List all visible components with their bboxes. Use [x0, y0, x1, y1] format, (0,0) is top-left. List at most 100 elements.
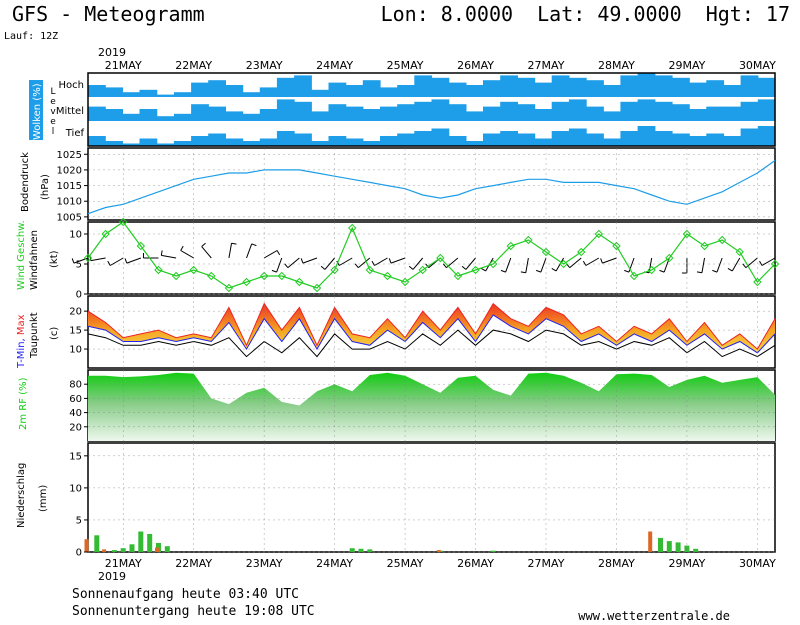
cloud-cell — [534, 109, 553, 121]
wind-barb — [324, 257, 335, 270]
cloud-cell — [534, 138, 553, 146]
cloud-cell — [620, 131, 639, 146]
cloud-cell — [173, 141, 192, 146]
cloud-level-hoch: Hoch — [59, 80, 84, 91]
cloud-cell — [397, 85, 415, 97]
cloud-level-letter: l — [52, 127, 55, 137]
cloud-cell — [122, 143, 141, 146]
temperature-panel: 10 15 20 T-Min, Max Taupunkt (c) — [16, 295, 776, 369]
wind-point — [436, 253, 445, 263]
cloud-cell — [740, 75, 759, 97]
cloud-cell — [448, 136, 467, 146]
pressure-tick-label: 1025 — [57, 150, 82, 161]
wind-barb-flag — [354, 263, 359, 268]
wind-barb — [716, 257, 723, 273]
cloud-cell — [740, 101, 759, 121]
cloud-cell — [414, 75, 433, 97]
wind-barb-flag — [500, 269, 506, 273]
cloud-cell — [637, 126, 656, 146]
cloud-cell — [397, 104, 415, 121]
wind-point — [348, 223, 357, 233]
wind-speed-line — [87, 221, 776, 289]
precip-bar-rain — [675, 542, 681, 552]
cloud-cell — [689, 136, 707, 146]
wind-point — [700, 241, 709, 251]
cloud-cell — [208, 106, 226, 121]
cloud-cell — [723, 136, 742, 146]
cloud-cell — [139, 109, 158, 121]
wind-barb — [287, 257, 300, 269]
temperature-band — [88, 303, 775, 353]
wind-ylabel-unit: (kt) — [49, 250, 60, 268]
cloud-cell — [156, 116, 175, 121]
cloud-cell — [276, 131, 295, 146]
day-label-bottom: 21MAY — [105, 557, 142, 570]
wind-barb-flag — [520, 271, 526, 274]
wind-barb-flag — [600, 258, 603, 264]
cloud-level-names: Hoch Mittel Tief — [56, 80, 85, 139]
precipitation-panel-frame — [87, 442, 776, 553]
day-label-top: 27MAY — [528, 59, 565, 72]
day-label-top: 21MAY — [105, 59, 142, 72]
wind-point — [224, 283, 234, 293]
day-label-top: 29MAY — [668, 59, 705, 72]
wind-barb-flag — [712, 269, 718, 273]
wind-barb-flag — [320, 265, 326, 270]
day-label-bottom: 26MAY — [457, 557, 494, 570]
cloud-level-letter: v — [50, 107, 56, 117]
pressure-tick-label: 1005 — [57, 212, 82, 223]
cloud-cell — [740, 128, 759, 146]
precipitation-tick-label: 5 — [76, 515, 82, 526]
cloud-cell — [242, 92, 261, 97]
cloud-cell — [603, 138, 622, 146]
day-label-top: 26MAY — [457, 59, 494, 72]
cloud-cell — [139, 89, 158, 97]
wind-barb-flag — [727, 268, 733, 272]
cloud-cell — [586, 80, 604, 97]
cloud-cell — [654, 131, 673, 146]
wind-ticks: 0 5 10 — [69, 230, 88, 301]
wind-barb-flag — [425, 263, 430, 268]
precip-bar-convective — [436, 550, 441, 552]
wind-point — [488, 259, 498, 269]
wind-barb-flag — [759, 260, 763, 266]
cloud-cell — [328, 82, 347, 97]
wind-barb — [465, 257, 476, 270]
wind-point — [295, 277, 304, 287]
day-label-top: 23MAY — [246, 59, 283, 72]
cloud-cell — [465, 85, 484, 97]
day-label-top: 25MAY — [387, 59, 424, 72]
wind-ylabel-2: Windfahnen — [29, 230, 40, 290]
cloud-cell — [620, 101, 639, 121]
wind-point — [770, 259, 780, 269]
wind-barb — [358, 257, 371, 269]
day-label-top: 22MAY — [175, 59, 212, 72]
precipitation-ylabel: Niederschlag — [16, 463, 27, 528]
wind-barb — [161, 254, 177, 259]
site-credit: www.wetterzentrale.de — [578, 609, 730, 623]
cloud-cell — [465, 111, 484, 121]
wind-point — [717, 235, 727, 245]
wind-barb — [180, 250, 194, 259]
cloud-cell — [706, 80, 725, 97]
meteogram-title: GFS - Meteogramm — [12, 2, 205, 26]
cloud-cell — [431, 77, 450, 97]
precipitation-tick-label: 0 — [76, 548, 82, 559]
tmax-label: Max — [16, 314, 27, 335]
day-label-bottom: 28MAY — [598, 557, 635, 570]
cloud-cell — [397, 133, 415, 146]
cloud-cell — [88, 136, 106, 146]
wind-point — [83, 253, 93, 263]
wind-point — [453, 271, 463, 281]
precip-bar-rain — [164, 546, 170, 552]
cloud-cell — [259, 87, 278, 97]
pressure-ylabel-unit: (hPa) — [40, 174, 51, 200]
pressure-tick-label: 1020 — [57, 165, 82, 176]
cloud-cell — [551, 101, 570, 121]
cloud-cell — [500, 75, 518, 97]
tmax-line — [87, 302, 776, 350]
cloud-cell — [259, 109, 278, 121]
wind-barb-flag — [696, 271, 703, 274]
